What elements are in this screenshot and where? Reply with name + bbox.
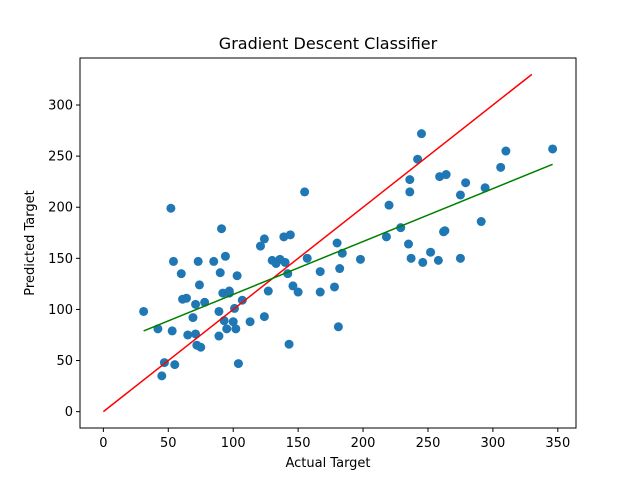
y-tick-label: 50 xyxy=(56,354,73,369)
data-point xyxy=(183,330,193,340)
data-point xyxy=(405,175,415,185)
data-point xyxy=(284,339,294,349)
data-point xyxy=(405,187,415,197)
data-point xyxy=(496,162,506,172)
data-point xyxy=(455,190,465,200)
data-point xyxy=(193,256,203,266)
y-tick-label: 0 xyxy=(65,405,73,420)
data-point xyxy=(245,317,255,327)
y-tick-label: 100 xyxy=(48,303,73,318)
data-point xyxy=(168,256,178,266)
data-point xyxy=(461,178,471,188)
y-tick-label: 250 xyxy=(48,150,73,165)
y-axis: 0 50 100 150 200 250 300 xyxy=(48,99,80,420)
plot-area: 0 50 100 150 200 250 300 350 0 50 100 150 200 250 300 xyxy=(48,57,577,451)
data-point xyxy=(332,238,342,248)
fit-line xyxy=(143,163,553,332)
data-point xyxy=(413,154,423,164)
data-point xyxy=(302,253,312,263)
data-point xyxy=(232,271,242,281)
x-tick-label: 150 xyxy=(286,436,311,451)
scatter-series xyxy=(139,129,558,381)
data-point xyxy=(255,241,265,251)
data-point xyxy=(209,256,219,266)
data-point xyxy=(222,324,232,334)
data-point xyxy=(288,281,298,291)
x-tick-label: 250 xyxy=(416,436,441,451)
x-axis-label: Actual Target xyxy=(285,456,370,471)
data-point xyxy=(139,306,149,316)
data-point xyxy=(191,299,201,309)
x-axis: 0 50 100 150 200 250 300 350 xyxy=(99,428,570,451)
data-point xyxy=(214,331,224,341)
data-point xyxy=(228,317,238,327)
data-point xyxy=(237,295,247,305)
data-point xyxy=(167,326,177,336)
data-point xyxy=(194,280,204,290)
data-point xyxy=(406,253,416,263)
data-point xyxy=(188,313,198,323)
data-point xyxy=(384,200,394,210)
data-point xyxy=(196,342,206,352)
data-point xyxy=(455,253,465,263)
data-point xyxy=(176,269,186,279)
data-point xyxy=(381,232,391,242)
data-point xyxy=(231,324,241,334)
data-point xyxy=(166,203,176,213)
data-point xyxy=(426,247,436,257)
data-point xyxy=(220,251,230,261)
data-point xyxy=(355,254,365,264)
x-tick-label: 100 xyxy=(221,436,246,451)
data-point xyxy=(418,257,428,267)
data-point xyxy=(170,360,180,370)
data-point xyxy=(480,183,490,193)
data-point xyxy=(259,234,269,244)
data-point xyxy=(548,144,558,154)
data-point xyxy=(440,226,450,236)
x-tick-label: 200 xyxy=(351,436,376,451)
x-tick-label: 300 xyxy=(480,436,505,451)
data-point xyxy=(263,286,273,296)
data-point xyxy=(433,255,443,265)
data-point xyxy=(315,287,325,297)
data-point xyxy=(300,187,310,197)
data-point xyxy=(259,312,269,322)
data-point xyxy=(333,322,343,332)
identity-line xyxy=(102,73,533,413)
chart-title: Gradient Descent Classifier xyxy=(219,34,438,53)
y-tick-label: 150 xyxy=(48,252,73,267)
data-point xyxy=(335,264,345,274)
data-point xyxy=(404,239,414,249)
data-point xyxy=(441,170,451,180)
data-point xyxy=(501,146,511,156)
y-tick-label: 300 xyxy=(48,99,73,114)
data-point xyxy=(191,329,201,339)
data-point xyxy=(157,371,167,381)
data-point xyxy=(285,230,295,240)
data-point xyxy=(476,217,486,227)
y-axis-label: Predicted Target xyxy=(23,190,38,295)
x-tick-label: 350 xyxy=(545,436,570,451)
data-point xyxy=(224,286,234,296)
x-tick-label: 0 xyxy=(99,436,107,451)
plot-frame xyxy=(79,57,577,429)
data-point xyxy=(214,306,224,316)
data-point xyxy=(215,268,225,278)
data-point xyxy=(315,267,325,277)
data-point xyxy=(416,129,426,139)
y-tick-label: 200 xyxy=(48,201,73,216)
data-point xyxy=(280,257,290,267)
data-point xyxy=(293,287,303,297)
data-point xyxy=(329,282,339,292)
data-point xyxy=(181,293,191,303)
x-tick-label: 50 xyxy=(160,436,177,451)
data-point xyxy=(233,359,243,369)
data-point xyxy=(217,224,227,234)
